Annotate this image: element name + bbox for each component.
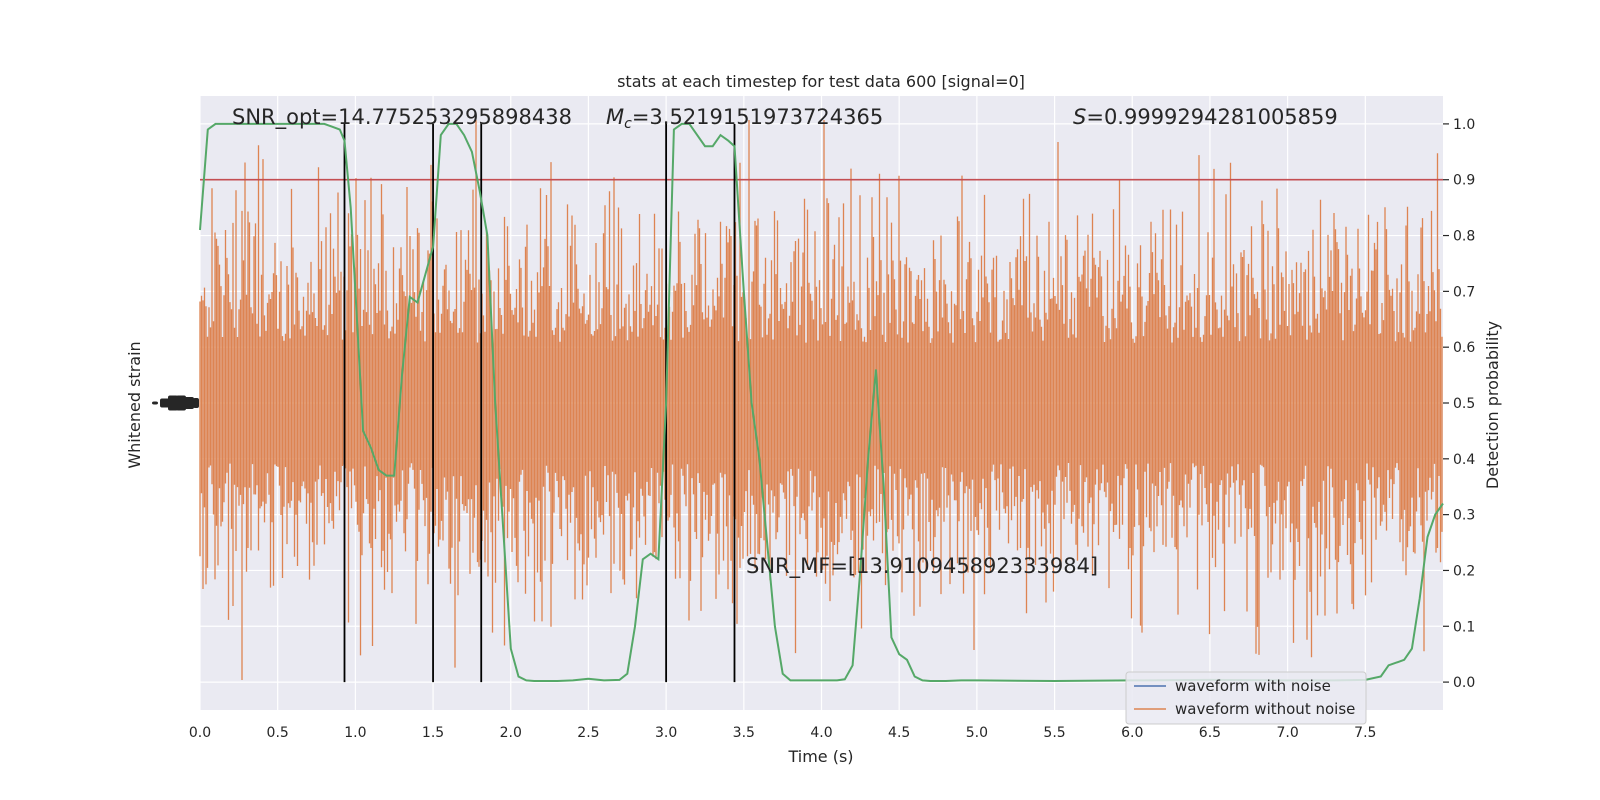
chart-title: stats at each timestep for test data 600… [617,72,1025,91]
legend-label-waveform-without-noise: waveform without noise [1175,700,1355,718]
y-tick-label-3: 0.3 [1453,508,1475,524]
x-tick-label-1: 0.5 [267,725,289,741]
y-tick-label-6: 0.6 [1453,340,1475,356]
y-tick-label-2: 0.2 [1453,563,1475,579]
legend-box [1125,671,1367,725]
left-tick-glyph-5 [193,398,199,408]
plot-area [152,96,1444,710]
left-tick-glyph-1 [160,398,170,408]
y-axis-label-right: Detection probability [1483,321,1502,489]
left-tick-glyph-2 [168,395,178,411]
y-tick-label-0: 0.0 [1453,675,1475,691]
y-tick-label-10: 1.0 [1453,117,1475,133]
x-axis-label: Time (s) [787,747,853,766]
mc-subscript: c [624,116,632,132]
x-tick-label-15: 7.5 [1354,725,1376,741]
x-tick-label-6: 3.0 [655,725,677,741]
x-tick-label-0: 0.0 [189,725,211,741]
x-tick-label-9: 4.5 [888,725,910,741]
mc-value: =3.5219151973724365 [632,105,883,129]
y-tick-label-1: 0.1 [1453,619,1475,635]
x-tick-labels: 0.0 0.5 1.0 1.5 2.0 2.5 3.0 3.5 4.0 4.5 5.0 5.5 6.0 6… [189,725,1377,741]
y-tick-label-9: 0.9 [1453,173,1475,189]
left-axis-overlapping-ticks [152,395,199,411]
x-tick-label-3: 1.5 [422,725,444,741]
x-tick-label-8: 4.0 [810,725,832,741]
x-tick-label-4: 2.0 [500,725,522,741]
y-tick-label-8: 0.8 [1453,229,1475,245]
x-tick-label-5: 2.5 [577,725,599,741]
snr-mf-annotation: SNR_MF=[13.910945892333984] [746,554,1098,579]
x-tick-label-2: 1.0 [344,725,366,741]
y-axis-label-left: Whitened strain [125,341,144,468]
x-tick-label-12: 6.0 [1121,725,1143,741]
left-tick-glyph-3 [176,395,186,411]
y-tick-label-7: 0.7 [1453,284,1475,300]
mc-symbol: M [606,105,624,129]
s-annotation: S=0.9999294281005859 [1073,105,1338,129]
s-symbol: S [1073,105,1086,129]
mc-annotation: Mc=3.5219151973724365 [606,105,883,132]
snr-opt-annotation: SNR_opt=14.775253295898438 [232,105,572,130]
vertical-lines [343,123,736,683]
legend: waveform with noise waveform without noi… [1125,671,1367,725]
y-tick-label-5: 0.5 [1453,396,1475,412]
noise-series [199,120,1443,680]
x-tick-label-7: 3.5 [733,725,755,741]
x-tick-label-11: 5.5 [1043,725,1065,741]
x-tick-label-13: 6.5 [1199,725,1221,741]
probability-line [199,122,1444,683]
s-value: =0.9999294281005859 [1086,105,1337,129]
noise-strain-trace [199,120,1443,680]
left-tick-glyph-0 [152,401,158,405]
legend-label-waveform-with-noise: waveform with noise [1175,677,1331,695]
x-tick-label-10: 5.0 [966,725,988,741]
left-tick-glyph-4 [184,397,194,409]
x-tick-label-14: 7.0 [1276,725,1298,741]
y-tick-labels-right: 0.0 0.1 0.2 0.3 0.4 0.5 0.6 0.7 0.8 0.9 1.0 [1443,117,1475,691]
y-tick-label-4: 0.4 [1453,452,1475,468]
